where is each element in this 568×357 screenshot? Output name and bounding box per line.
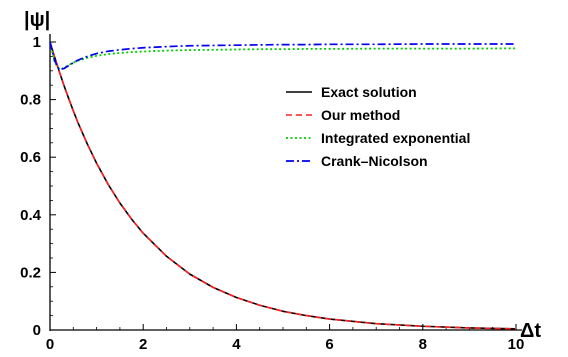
y-tick-label: 0.4: [20, 207, 42, 224]
legend-label: Exact solution: [321, 84, 417, 100]
axes: [49, 34, 522, 331]
y-tick-label: 0.6: [20, 149, 41, 166]
series-line-2: [49, 41, 517, 71]
x-tick-label: 6: [325, 336, 333, 353]
legend-label: Crank–Nicolson: [321, 153, 428, 169]
y-tick-label: 1: [33, 34, 41, 51]
legend: Exact solution Our method Integrated expon…: [286, 84, 470, 169]
x-tick-label: 2: [139, 336, 147, 353]
x-axis-label: Δt: [520, 320, 541, 342]
tick-marks: 0 2 4 6 8 10 0 0.2 0.4 0.6 0.8 1: [20, 34, 524, 353]
x-tick-label: 4: [232, 336, 241, 353]
x-tick-label: 0: [46, 336, 54, 353]
series-lines: [49, 41, 517, 330]
y-axis-label: |ψ|: [24, 9, 50, 31]
legend-label: Integrated exponential: [321, 130, 470, 146]
y-tick-label: 0: [33, 322, 41, 339]
series-line-3: [49, 41, 516, 71]
x-tick-label: 10: [508, 336, 525, 353]
series-line-0: [49, 41, 517, 330]
y-tick-label: 0.8: [20, 92, 41, 109]
y-tick-label: 0.2: [20, 264, 41, 281]
legend-label: Our method: [321, 107, 400, 123]
series-line-1: [49, 41, 517, 330]
x-tick-label: 8: [419, 336, 427, 353]
